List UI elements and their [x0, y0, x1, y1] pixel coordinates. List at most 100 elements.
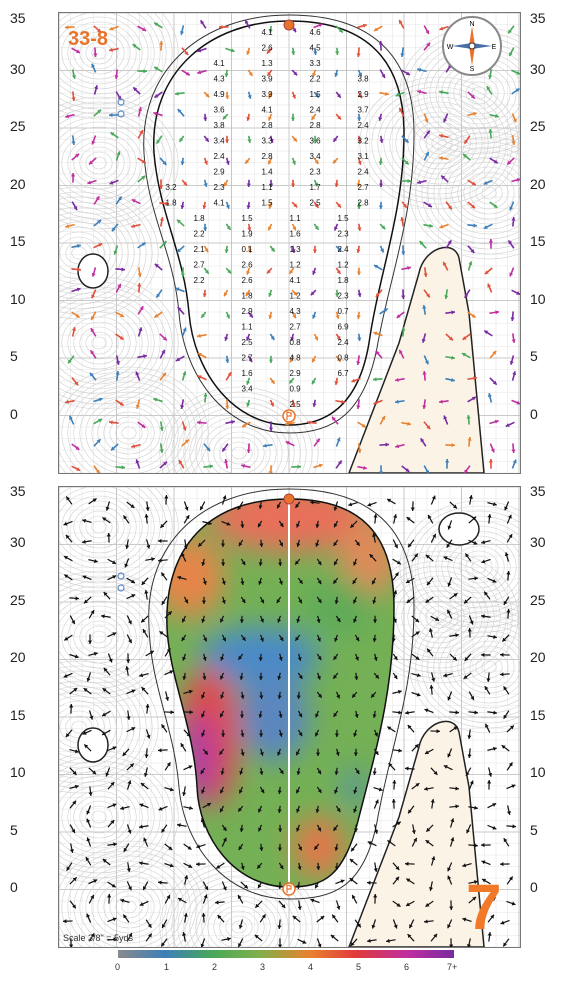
hole-number: 7: [466, 871, 502, 943]
sand-bunker-bottom: [348, 720, 485, 947]
slope-value: 1.9: [241, 230, 253, 239]
slope-value: 3.4: [241, 385, 253, 394]
slope-arrows-bottom: [62, 494, 517, 947]
slope-value: 0.8: [289, 338, 301, 347]
y-tick-20-top-r: 20: [530, 176, 546, 192]
slope-value: 2.9: [213, 168, 225, 177]
y-tick-20-bot-r: 20: [530, 649, 546, 665]
slope-value: 2.4: [213, 152, 225, 161]
approach-marker-bottom: [282, 882, 296, 896]
green-outline-outer: [143, 14, 415, 434]
pond-left: [77, 253, 109, 289]
slope-value: 2.8: [261, 121, 273, 130]
slope-value: 1.5: [337, 214, 349, 223]
slope-value: 2.8: [309, 121, 321, 130]
y-tick-10-bot: 10: [10, 764, 26, 780]
y-tick-20-top: 20: [10, 176, 26, 192]
sand-bunker: [348, 246, 485, 473]
slope-value: 2.7: [193, 261, 205, 270]
legend-tick-5: 5: [356, 962, 362, 972]
slope-value: 2.3: [213, 183, 225, 192]
slope-value: 4.5: [309, 44, 321, 53]
y-tick-5-top: 5: [10, 348, 18, 364]
approach-marker: [282, 409, 296, 423]
slope-value: 3.2: [357, 137, 369, 146]
slope-value: 1.3: [289, 245, 301, 254]
pin-marker-bottom: [283, 493, 295, 505]
slope-value: 2.4: [309, 106, 321, 115]
slope-value: 4.9: [213, 90, 225, 99]
slope-value: 3.6: [213, 106, 225, 115]
slope-value: 2.6: [241, 276, 253, 285]
slope-value: 1.2: [289, 292, 301, 301]
slope-value: 2.2: [309, 75, 321, 84]
y-tick-0-bot: 0: [10, 879, 18, 895]
legend-tick-7: 7+: [447, 962, 458, 972]
slope-value: 1.8: [337, 276, 349, 285]
slope-value: 4.6: [309, 28, 321, 37]
slope-value: 3.7: [357, 106, 369, 115]
slope-value: 2.6: [261, 44, 273, 53]
slope-value: 2.7: [289, 323, 301, 332]
y-tick-15-bot-r: 15: [530, 707, 546, 723]
slope-value: 1.5: [261, 199, 273, 208]
compass-w: W: [447, 44, 454, 51]
y-tick-25-top-r: 25: [530, 118, 546, 134]
slope-value: 3.6: [309, 137, 321, 146]
slope-value: 6.7: [337, 369, 349, 378]
y-tick-20-bot: 20: [10, 649, 26, 665]
slope-value: 2.3: [337, 292, 349, 301]
scale-label: Scale 3/8" = 5yds: [63, 933, 133, 943]
slope-value: 1.2: [337, 261, 349, 270]
slope-value: 1.3: [261, 59, 273, 68]
slope-value: 3.8: [357, 75, 369, 84]
y-tick-0-bot-r: 0: [530, 879, 538, 895]
y-tick-10-top-r: 10: [530, 291, 546, 307]
slope-value: 2.7: [241, 354, 253, 363]
slope-value: 2.4: [337, 245, 349, 254]
green-outline: [153, 20, 405, 426]
y-tick-30-bot: 30: [10, 534, 26, 550]
y-tick-30-bot-r: 30: [530, 534, 546, 550]
y-tick-25-bot: 25: [10, 592, 26, 608]
slope-value: 3.9: [261, 90, 273, 99]
y-tick-0-top: 0: [10, 406, 18, 422]
y-tick-10-bot-r: 10: [530, 764, 546, 780]
slope-value: 1.5: [241, 214, 253, 223]
slope-value: 1.2: [289, 261, 301, 270]
slope-map-panel: 4.1 4.6 2.6 4.5 4.1 1.3 3.3 4.3 3.9 2.2 3.8 4.9 3.9 1…: [58, 12, 521, 474]
y-tick-15-bot: 15: [10, 707, 26, 723]
y-tick-25-bot-r: 25: [530, 592, 546, 608]
slope-value: 3.2: [165, 183, 177, 192]
slope-value: 2.3: [337, 230, 349, 239]
slope-value: 1.7: [309, 183, 321, 192]
green-outline-outer-bottom: [148, 488, 415, 900]
slope-value: 6.9: [337, 323, 349, 332]
pin-marker-top: [283, 19, 295, 31]
legend-tick-4: 4: [308, 962, 314, 972]
y-tick-15-top-r: 15: [530, 233, 546, 249]
slope-color-legend: [118, 950, 454, 958]
pond-right-bottom: [438, 512, 480, 546]
slope-value: 4.1: [261, 28, 273, 37]
legend-tick-0: 0: [115, 962, 121, 972]
heatmap-panel: [58, 486, 521, 948]
y-tick-5-top-r: 5: [530, 348, 538, 364]
slope-value: 2.6: [241, 261, 253, 270]
slope-value: 2.4: [357, 168, 369, 177]
slope-value: 0.9: [289, 385, 301, 394]
slope-value: 0.1: [241, 245, 253, 254]
slope-value: 2.4: [357, 121, 369, 130]
y-tick-30-top: 30: [10, 61, 26, 77]
compass-icon: N E S W: [442, 16, 502, 76]
legend-tick-1: 1: [164, 962, 170, 972]
pond-left-bottom: [77, 727, 109, 763]
legend-tick-2: 2: [212, 962, 218, 972]
slope-value: 2.1: [193, 245, 205, 254]
y-tick-35-bot: 35: [10, 483, 26, 499]
hole-code: 33-8: [68, 28, 109, 50]
slope-value: 1.8: [241, 292, 253, 301]
compass-s: S: [470, 66, 475, 73]
slope-value: 2.5: [289, 400, 301, 409]
y-tick-35-bot-r: 35: [530, 483, 546, 499]
